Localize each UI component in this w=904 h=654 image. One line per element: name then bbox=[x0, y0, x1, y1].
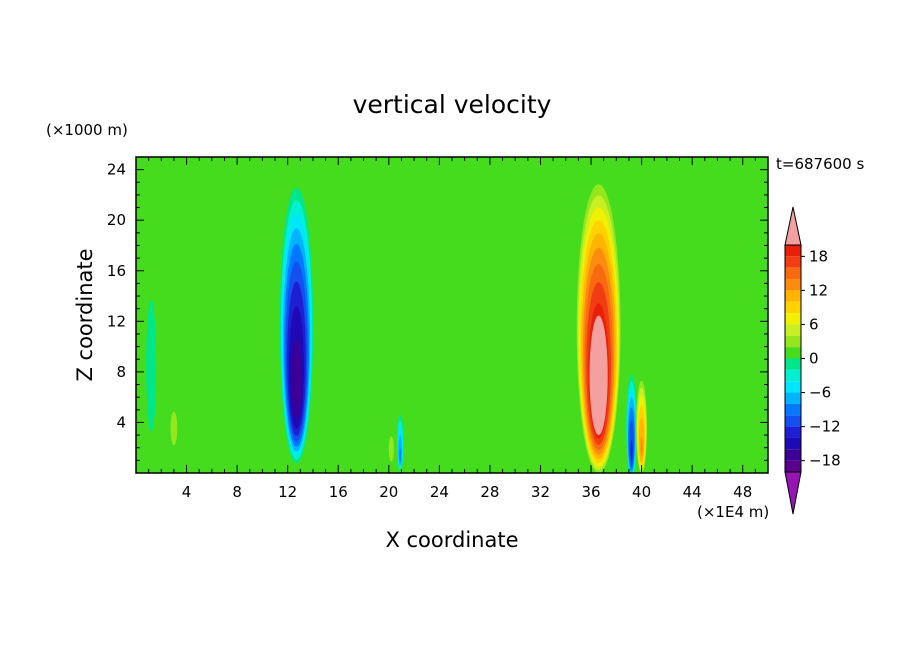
updraft-contour bbox=[388, 436, 394, 462]
x-tick-label: 44 bbox=[683, 483, 702, 501]
x-tick-label: 12 bbox=[278, 483, 297, 501]
colorbar-swatch bbox=[785, 245, 801, 257]
x-tick-label: 4 bbox=[182, 483, 192, 501]
updraft-contour bbox=[640, 436, 643, 457]
colorbar-swatch bbox=[785, 449, 801, 461]
x-tick-label: 28 bbox=[480, 483, 499, 501]
downdraft-contour bbox=[399, 448, 402, 462]
x-tick-label: 16 bbox=[329, 483, 348, 501]
colorbar-swatch bbox=[785, 426, 801, 438]
perturbation-band bbox=[707, 157, 715, 473]
colorbar-swatch bbox=[785, 415, 801, 427]
y-axis: 4 8 12 16 20 24 bbox=[107, 161, 768, 461]
colorbar-tick-label: −12 bbox=[809, 418, 841, 436]
perturbation-band bbox=[527, 157, 534, 473]
downdraft-contour bbox=[291, 338, 302, 420]
x-tick-label: 20 bbox=[379, 483, 398, 501]
colorbar-swatch bbox=[785, 369, 801, 382]
plot-area bbox=[136, 157, 768, 473]
perturbation-band bbox=[365, 157, 372, 473]
chart-title: vertical velocity bbox=[353, 90, 552, 119]
y-tick-label: 20 bbox=[107, 211, 126, 229]
y-tick-label: 12 bbox=[107, 312, 126, 330]
plot-background bbox=[136, 157, 768, 473]
colorbar-swatch bbox=[785, 256, 801, 268]
perturbation-band bbox=[416, 157, 428, 473]
perturbation-band bbox=[746, 157, 757, 473]
colorbar-tick-label: −18 bbox=[809, 452, 841, 470]
x-tick-label: 40 bbox=[632, 483, 651, 501]
colorbar-tick-label: −6 bbox=[809, 384, 831, 402]
x-axis-label: X coordinate bbox=[385, 528, 518, 552]
y-unit-label: (×1000 m) bbox=[46, 121, 128, 139]
x-tick-label: 32 bbox=[531, 483, 550, 501]
background-bands bbox=[187, 157, 757, 473]
colorbar-tick-label: 18 bbox=[809, 247, 828, 265]
colorbar-tick-label: 12 bbox=[809, 281, 828, 299]
colorbar-lower-extension bbox=[784, 471, 802, 515]
y-axis-label: Z coordinate bbox=[73, 248, 97, 381]
colorbar-upper-extension bbox=[784, 206, 802, 246]
updraft-contour bbox=[589, 315, 608, 436]
x-unit-label: (×1E4 m) bbox=[697, 503, 769, 521]
colorbar-swatch bbox=[785, 460, 801, 472]
colorbar-swatch bbox=[785, 335, 801, 348]
updraft-contour bbox=[170, 411, 178, 446]
perturbation-band bbox=[187, 157, 194, 473]
colorbar-swatch bbox=[785, 347, 801, 359]
colorbar-swatch bbox=[785, 392, 801, 404]
y-tick-label: 4 bbox=[116, 413, 126, 431]
perturbation-band bbox=[565, 157, 577, 473]
colorbar-tick-label: 6 bbox=[809, 315, 819, 333]
perturbation-band bbox=[479, 157, 495, 473]
perturbation-band bbox=[316, 157, 332, 473]
x-axis: 4 8 12 16 20 24 28 32 36 40 44 48 bbox=[148, 157, 756, 501]
colorbar-tick-label: 0 bbox=[809, 350, 819, 368]
contour-features bbox=[146, 173, 648, 473]
x-tick-label: 24 bbox=[430, 483, 449, 501]
colorbar-swatch bbox=[785, 381, 801, 393]
y-tick-label: 8 bbox=[116, 363, 126, 381]
time-label: t=687600 s bbox=[776, 155, 864, 173]
colorbar-swatch bbox=[785, 403, 801, 416]
colorbar-swatch bbox=[785, 358, 801, 370]
downdraft-contour bbox=[146, 299, 157, 433]
colorbar-swatch bbox=[785, 437, 801, 450]
colorbar-swatch bbox=[785, 267, 801, 280]
colorbar-swatch bbox=[785, 290, 801, 302]
x-tick-label: 48 bbox=[733, 483, 752, 501]
colorbar: 18 12 6 0 −6 −12 −18 bbox=[784, 206, 841, 515]
x-tick-label: 8 bbox=[232, 483, 242, 501]
perturbation-band bbox=[251, 157, 263, 473]
colorbar-swatch bbox=[785, 279, 801, 291]
y-tick-label: 16 bbox=[107, 262, 126, 280]
colorbar-swatch bbox=[785, 313, 801, 325]
colorbar-swatch bbox=[785, 324, 801, 336]
colorbar-swatch bbox=[785, 301, 801, 314]
perturbation-band bbox=[656, 157, 672, 473]
y-tick-label: 24 bbox=[107, 161, 126, 179]
downdraft-contour bbox=[630, 439, 633, 462]
x-tick-label: 36 bbox=[581, 483, 600, 501]
